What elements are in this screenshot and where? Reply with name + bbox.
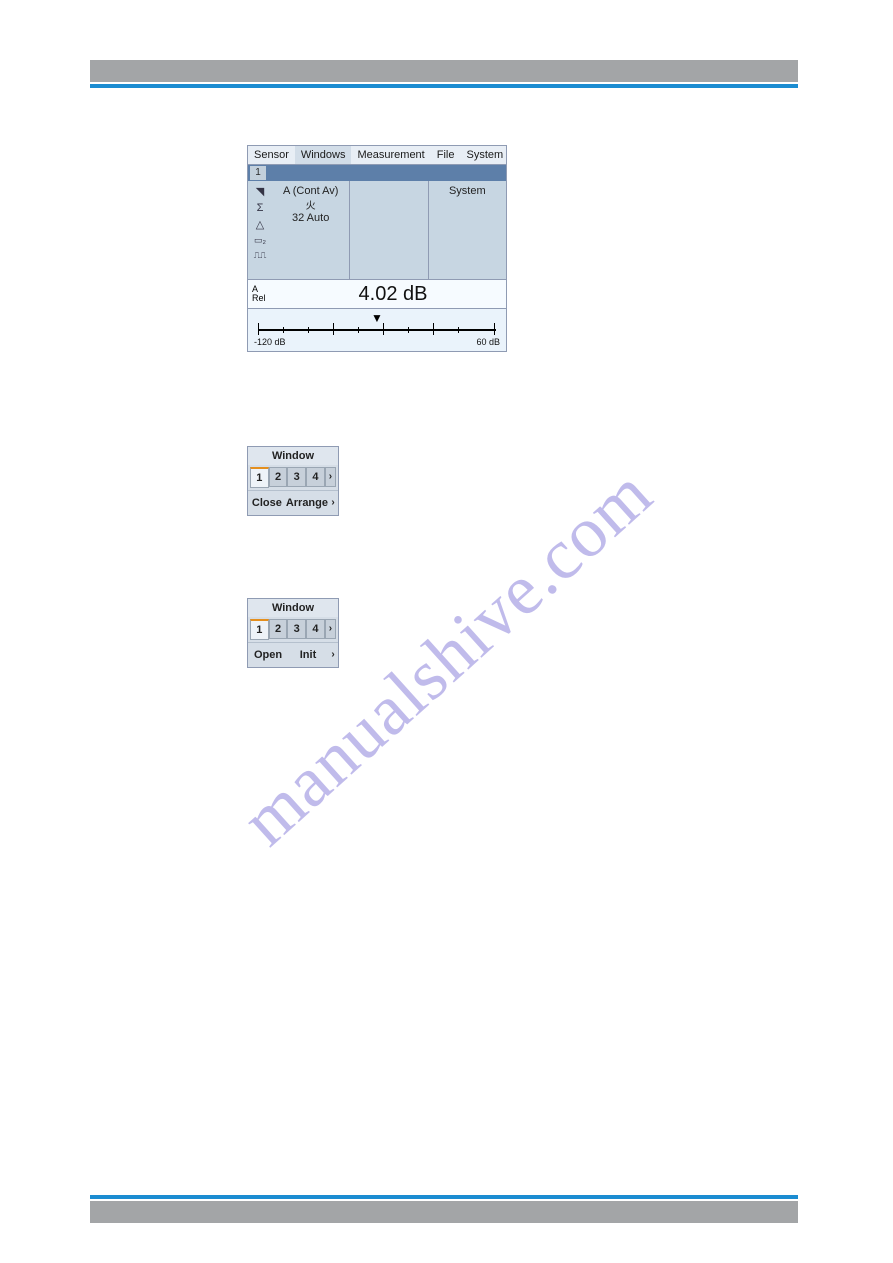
device-main-window: Sensor Windows Measurement File System 1… xyxy=(247,145,507,352)
scale-tick xyxy=(308,327,309,333)
panel2-tab-3[interactable]: 3 xyxy=(287,619,306,639)
arrange-button[interactable]: Arrange xyxy=(286,491,328,515)
device-scale-row: ▼ -120 dB 60 dB xyxy=(248,309,506,351)
panel2-title: Window xyxy=(248,599,338,617)
scale-tick xyxy=(358,327,359,333)
device-reading-row: A Rel 4.02 dB xyxy=(248,280,506,309)
panel1-tab-1[interactable]: 1 xyxy=(250,467,269,488)
close-button[interactable]: Close xyxy=(248,491,286,515)
device-tab-row: 1 xyxy=(248,165,506,181)
panel1-tab-3[interactable]: 3 xyxy=(287,467,306,487)
window-panel-open-init: Window 1 2 3 4 › Open Init › xyxy=(247,598,339,668)
scale-tick xyxy=(383,323,384,335)
device-side-icons: ◥ Σ △ ▭₂ ⎍⎍ xyxy=(248,181,272,279)
reading-label: A Rel xyxy=(248,285,280,303)
scale-tick xyxy=(433,323,434,335)
panel2-tab-1[interactable]: 1 xyxy=(250,619,269,640)
menu-system[interactable]: System xyxy=(460,146,509,164)
panel1-title: Window xyxy=(248,447,338,465)
device-col-1: A (Cont Av) 火 32 Auto xyxy=(272,181,350,279)
menu-measurement[interactable]: Measurement xyxy=(351,146,430,164)
col1-line1: A (Cont Av) xyxy=(278,185,343,197)
chevron-right-icon[interactable]: › xyxy=(325,467,336,487)
panel2-buttons: Open Init › xyxy=(248,642,338,667)
device-col-3: System xyxy=(429,181,506,279)
panel1-tabs: 1 2 3 4 › xyxy=(248,465,338,490)
menu-file[interactable]: File xyxy=(431,146,461,164)
scale-max-label: 60 dB xyxy=(476,337,500,347)
device-tab-1[interactable]: 1 xyxy=(250,166,266,180)
reading-label-rel: Rel xyxy=(252,294,280,303)
page-footer-bar xyxy=(90,1201,798,1223)
scale-min-label: -120 dB xyxy=(254,337,286,347)
device-content-row: ◥ Σ △ ▭₂ ⎍⎍ A (Cont Av) 火 32 Auto System xyxy=(248,181,506,280)
reading-value: 4.02 dB xyxy=(280,283,506,306)
delta-icon: △ xyxy=(256,218,264,231)
scale-tick xyxy=(494,323,495,335)
panel2-tab-2[interactable]: 2 xyxy=(269,619,288,639)
init-button[interactable]: Init xyxy=(288,643,328,667)
scale-pointer-icon: ▼ xyxy=(371,311,383,325)
chevron-right-icon[interactable]: › xyxy=(328,491,338,515)
panel2-tab-4[interactable]: 4 xyxy=(306,619,325,639)
scale-tick xyxy=(408,327,409,333)
window-panel-close-arrange: Window 1 2 3 4 › Close Arrange › xyxy=(247,446,339,516)
panel2-tabs: 1 2 3 4 › xyxy=(248,617,338,642)
scale-tick xyxy=(333,323,334,335)
scale-tick xyxy=(458,327,459,333)
scale-axis xyxy=(258,329,496,331)
scale-tick xyxy=(258,323,259,335)
pulse-icon: ⎍⎍ xyxy=(254,250,267,261)
panel1-tab-4[interactable]: 4 xyxy=(306,467,325,487)
icon-probe: ◥ xyxy=(256,185,264,198)
window-icon: ▭₂ xyxy=(254,235,266,246)
panel1-buttons: Close Arrange › xyxy=(248,490,338,515)
menu-windows[interactable]: Windows xyxy=(295,146,352,164)
menu-sensor[interactable]: Sensor xyxy=(248,146,295,164)
page-header-bar xyxy=(90,60,798,82)
sigma-icon: Σ xyxy=(257,202,264,214)
col1-line3: 32 Auto xyxy=(278,212,343,224)
panel1-tab-2[interactable]: 2 xyxy=(269,467,288,487)
scale-tick xyxy=(283,327,284,333)
device-menu-bar: Sensor Windows Measurement File System xyxy=(248,146,506,165)
col1-line2: 火 xyxy=(278,197,343,212)
chevron-right-icon[interactable]: › xyxy=(325,619,336,639)
col3-line1: System xyxy=(435,185,500,197)
open-button[interactable]: Open xyxy=(248,643,288,667)
device-col-2 xyxy=(350,181,428,279)
chevron-right-icon[interactable]: › xyxy=(328,643,338,667)
